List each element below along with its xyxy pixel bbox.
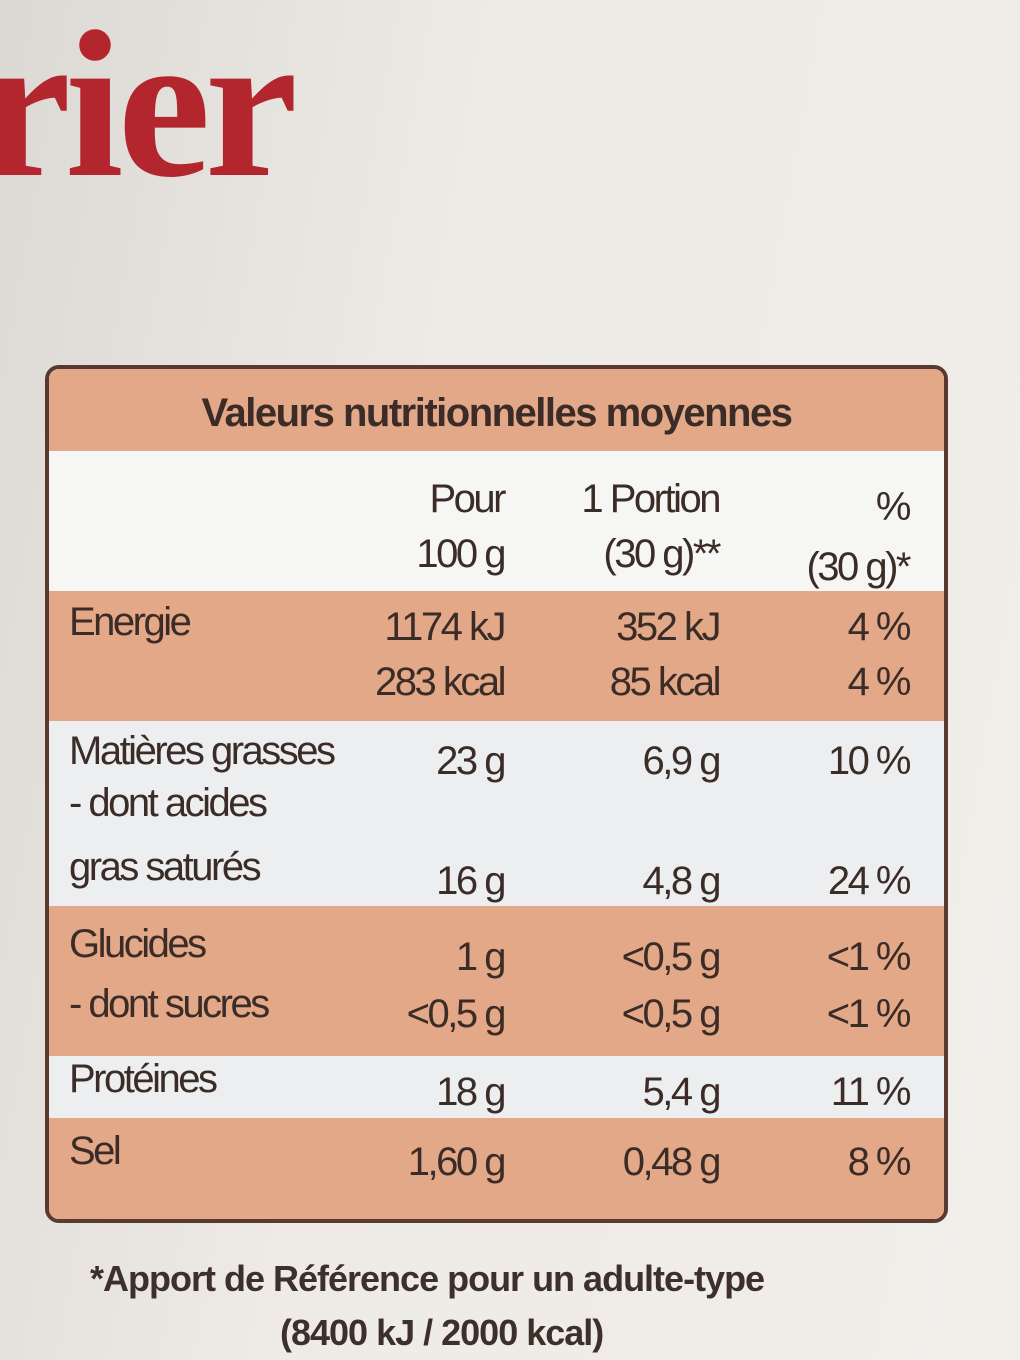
cell-value: <0,5 g bbox=[621, 992, 722, 1036]
cell-value: 1174 kJ bbox=[384, 605, 506, 649]
cell-value: 8 % bbox=[847, 1140, 912, 1184]
header: 1 Portion bbox=[581, 477, 721, 521]
cell-value: <0,5 g bbox=[406, 992, 507, 1036]
header: (30 g)** bbox=[603, 532, 721, 576]
row-band bbox=[49, 1118, 944, 1219]
cell-value: 4 % bbox=[847, 605, 912, 649]
footnote: (8400 kJ / 2000 kcal) bbox=[280, 1312, 604, 1353]
cell-value: 6,9 g bbox=[642, 739, 722, 783]
row-label: Sel bbox=[69, 1129, 122, 1173]
row-label: Energie bbox=[69, 600, 192, 644]
row-band bbox=[49, 721, 944, 906]
title-band bbox=[49, 369, 944, 451]
row-band bbox=[49, 906, 944, 1056]
cell-value: 5,4 g bbox=[642, 1070, 722, 1114]
cell-value: 11 % bbox=[830, 1070, 912, 1114]
row-label: Matières grasses bbox=[69, 729, 336, 773]
row-label: - dont sucres bbox=[69, 982, 270, 1026]
cell-value: 0,48 g bbox=[622, 1140, 722, 1184]
header: Pour bbox=[429, 477, 507, 521]
header: 100 g bbox=[416, 532, 506, 576]
cell-value: 23 g bbox=[436, 739, 506, 783]
cell-value: 1 g bbox=[455, 935, 507, 979]
cell-value: <1 % bbox=[826, 935, 912, 979]
row-label: gras saturés bbox=[69, 845, 262, 889]
cell-value: 4,8 g bbox=[642, 859, 722, 903]
cell-value: 283 kcal bbox=[375, 660, 506, 704]
cell-value: 4 % bbox=[847, 660, 912, 704]
header-band bbox=[49, 451, 944, 591]
header: (30 g)* bbox=[806, 545, 911, 589]
cell-value: 352 kJ bbox=[616, 605, 721, 649]
nutrition-table: Valeurs nutritionnelles moyennes Pour 10… bbox=[45, 365, 948, 1223]
cell-value: <0,5 g bbox=[621, 935, 722, 979]
row-label: - dont acides bbox=[69, 781, 268, 825]
cell-value: 16 g bbox=[436, 859, 506, 903]
cell-value: 24 % bbox=[827, 859, 912, 903]
table-title: Valeurs nutritionnelles moyennes bbox=[201, 391, 793, 435]
cell-value: <1 % bbox=[826, 992, 912, 1036]
cell-value: 1,60 g bbox=[407, 1140, 507, 1184]
footnote: *Apport de Référence pour un adulte-type bbox=[90, 1258, 765, 1299]
row-label: Protéines bbox=[69, 1057, 218, 1101]
brand-name: rier bbox=[0, 0, 298, 221]
cell-value: 10 % bbox=[827, 739, 912, 783]
cell-value: 85 kcal bbox=[609, 660, 722, 704]
header: % bbox=[875, 485, 912, 529]
cell-value: 18 g bbox=[436, 1070, 506, 1114]
row-band bbox=[49, 591, 944, 721]
row-band bbox=[49, 1056, 944, 1118]
row-label: Glucides bbox=[69, 922, 207, 966]
